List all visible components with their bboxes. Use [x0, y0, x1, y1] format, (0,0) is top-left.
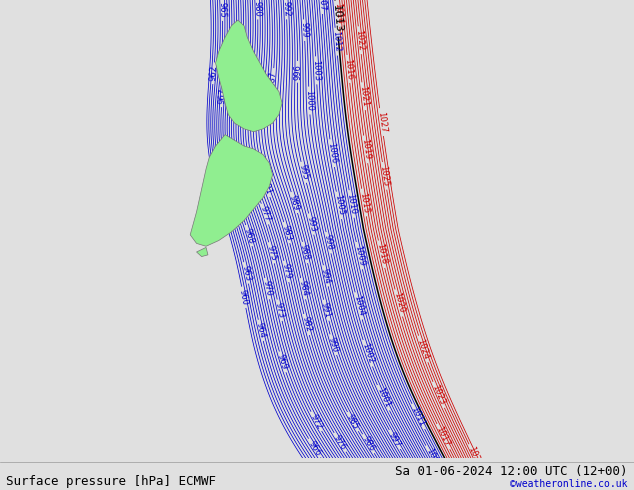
Text: Sa 01-06-2024 12:00 UTC (12+00): Sa 01-06-2024 12:00 UTC (12+00) [395, 465, 628, 478]
Text: 988: 988 [299, 244, 311, 261]
Text: 993: 993 [305, 215, 318, 233]
Text: 1012: 1012 [331, 31, 342, 52]
Text: 1016: 1016 [343, 58, 354, 80]
Text: 1027: 1027 [376, 111, 387, 133]
Text: 995: 995 [297, 164, 310, 181]
Text: 1004: 1004 [352, 294, 365, 317]
Text: 1025: 1025 [378, 165, 391, 187]
Text: 978: 978 [242, 88, 253, 105]
Polygon shape [190, 135, 273, 246]
Text: 985: 985 [345, 413, 360, 431]
Text: 984: 984 [297, 280, 309, 297]
Text: 1013: 1013 [330, 4, 343, 33]
Text: 1026: 1026 [467, 445, 484, 468]
Text: 1019: 1019 [359, 138, 372, 160]
Text: 966: 966 [306, 439, 323, 457]
Text: 1008: 1008 [424, 447, 441, 469]
Text: 969: 969 [276, 353, 289, 371]
Text: ©weatheronline.co.uk: ©weatheronline.co.uk [510, 479, 628, 489]
Text: 960: 960 [238, 289, 250, 306]
Text: 1003: 1003 [311, 60, 321, 81]
Text: 992: 992 [281, 0, 291, 17]
Text: 1007: 1007 [316, 0, 327, 11]
Text: 971: 971 [234, 179, 247, 197]
Text: 990: 990 [327, 336, 340, 353]
Text: 983: 983 [280, 224, 294, 242]
Text: 994: 994 [320, 267, 332, 284]
Text: 979: 979 [280, 263, 292, 280]
Text: 1002: 1002 [360, 342, 375, 365]
Text: 965: 965 [217, 2, 227, 18]
Text: 982: 982 [301, 316, 313, 333]
Text: 961: 961 [217, 198, 230, 216]
Text: 1017: 1017 [435, 425, 452, 448]
Text: 1015: 1015 [358, 192, 370, 214]
Polygon shape [216, 20, 282, 132]
Text: Surface pressure [hPa] ECMWF: Surface pressure [hPa] ECMWF [6, 474, 216, 488]
Text: 1014: 1014 [333, 2, 344, 24]
Text: 986: 986 [361, 435, 376, 453]
Text: 991: 991 [320, 301, 332, 319]
Text: 1010: 1010 [346, 193, 358, 215]
Text: 967: 967 [217, 88, 228, 104]
Text: 1001: 1001 [375, 387, 392, 409]
Text: 989: 989 [288, 194, 301, 211]
Text: 1018: 1018 [375, 243, 388, 266]
Text: 987: 987 [268, 71, 278, 87]
Text: 997: 997 [387, 430, 403, 449]
Text: 1009: 1009 [353, 245, 366, 267]
Text: 981: 981 [259, 178, 273, 196]
Text: 1000: 1000 [304, 90, 314, 111]
Text: 1021: 1021 [358, 85, 369, 107]
Text: 970: 970 [261, 280, 273, 297]
Text: 977: 977 [258, 205, 272, 223]
Text: 998: 998 [323, 234, 335, 251]
Text: 976: 976 [332, 433, 348, 451]
Text: 968: 968 [243, 226, 256, 245]
Text: 1024: 1024 [415, 338, 430, 360]
Text: 975: 975 [265, 244, 278, 262]
Text: 1022: 1022 [354, 29, 365, 51]
Text: 974: 974 [236, 62, 246, 79]
Text: 1011: 1011 [410, 405, 427, 428]
Text: 1023: 1023 [430, 383, 447, 406]
Text: 999: 999 [299, 22, 309, 38]
Text: 962: 962 [209, 65, 219, 81]
Text: 1006: 1006 [326, 142, 338, 164]
Text: 973: 973 [273, 301, 286, 319]
Text: 964: 964 [255, 321, 267, 339]
Text: 1005: 1005 [333, 194, 346, 217]
Text: 963: 963 [240, 264, 252, 282]
Text: 972: 972 [309, 412, 324, 431]
Text: 980: 980 [253, 0, 262, 17]
Polygon shape [197, 247, 208, 257]
Text: 996: 996 [293, 64, 302, 80]
Text: 1020: 1020 [392, 292, 406, 314]
